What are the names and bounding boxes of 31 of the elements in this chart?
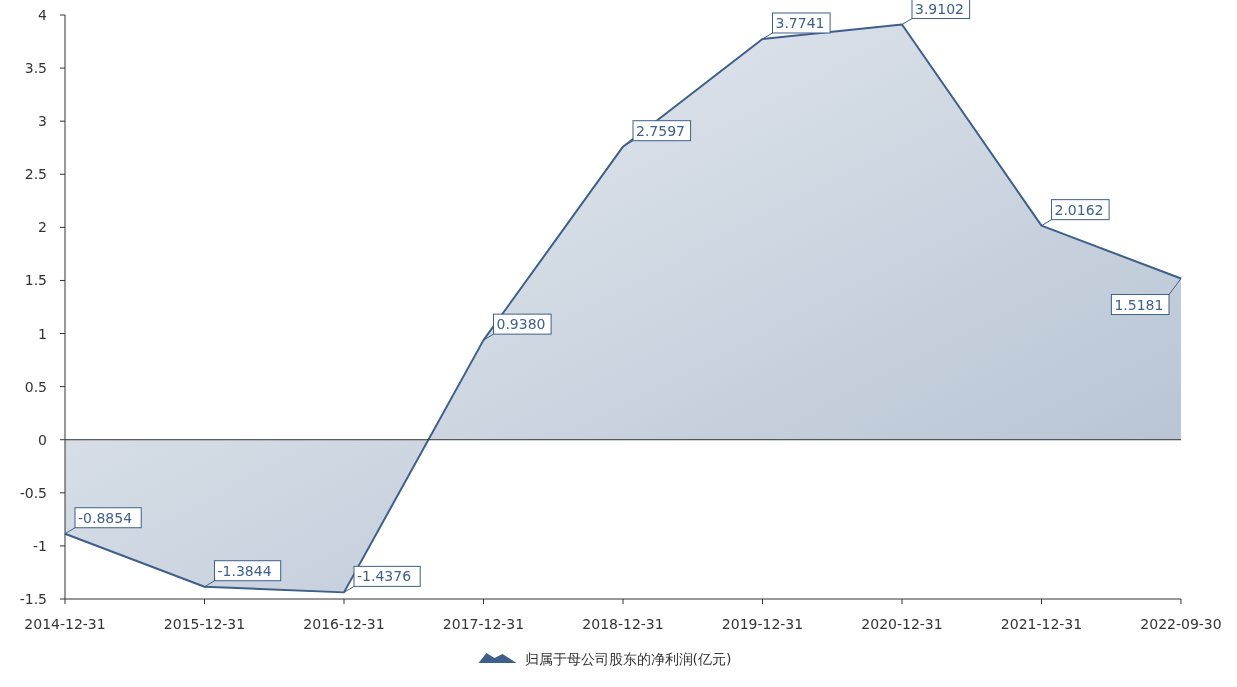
y-tick-label: 0	[38, 431, 47, 448]
y-tick-label: 4	[38, 7, 48, 23]
data-label: -1.4376	[357, 568, 412, 585]
y-tick-label: 1	[38, 325, 47, 342]
x-tick-label: 2017-12-31	[442, 616, 525, 632]
y-tick-label: 3	[38, 113, 47, 130]
y-tick-label: -1	[33, 537, 47, 554]
data-label: 3.9102	[915, 0, 964, 17]
x-tick-label: 2016-12-31	[303, 616, 385, 632]
y-tick-label: -1.5	[19, 591, 47, 607]
y-tick-label: 2.5	[24, 166, 47, 183]
y-tick-label: -0.5	[19, 484, 47, 501]
y-tick-label: 1.5	[24, 272, 47, 289]
data-label: 1.5181	[1114, 296, 1164, 313]
x-tick-label: 2019-12-31	[721, 616, 804, 632]
data-label: 2.7597	[636, 122, 685, 139]
legend-label: 归属于母公司股东的净利润(亿元)	[524, 651, 732, 667]
data-label: -1.3844	[217, 562, 272, 579]
y-tick-label: 2	[38, 219, 47, 236]
data-label: -0.8854	[78, 509, 133, 526]
data-label: 0.9380	[496, 316, 546, 333]
x-tick-label: 2021-12-31	[1000, 616, 1083, 632]
x-tick-label: 2015-12-31	[163, 616, 246, 632]
y-tick-label: 0.5	[24, 378, 47, 395]
y-tick-label: 3.5	[24, 60, 47, 77]
data-label: 3.7741	[775, 14, 825, 31]
data-label: 2.0162	[1054, 201, 1104, 218]
x-tick-label: 2020-12-31	[861, 616, 943, 632]
x-tick-label: 2018-12-31	[582, 616, 664, 632]
x-tick-label: 2022-09-30	[1140, 616, 1222, 632]
x-tick-label: 2014-12-31	[24, 616, 106, 632]
